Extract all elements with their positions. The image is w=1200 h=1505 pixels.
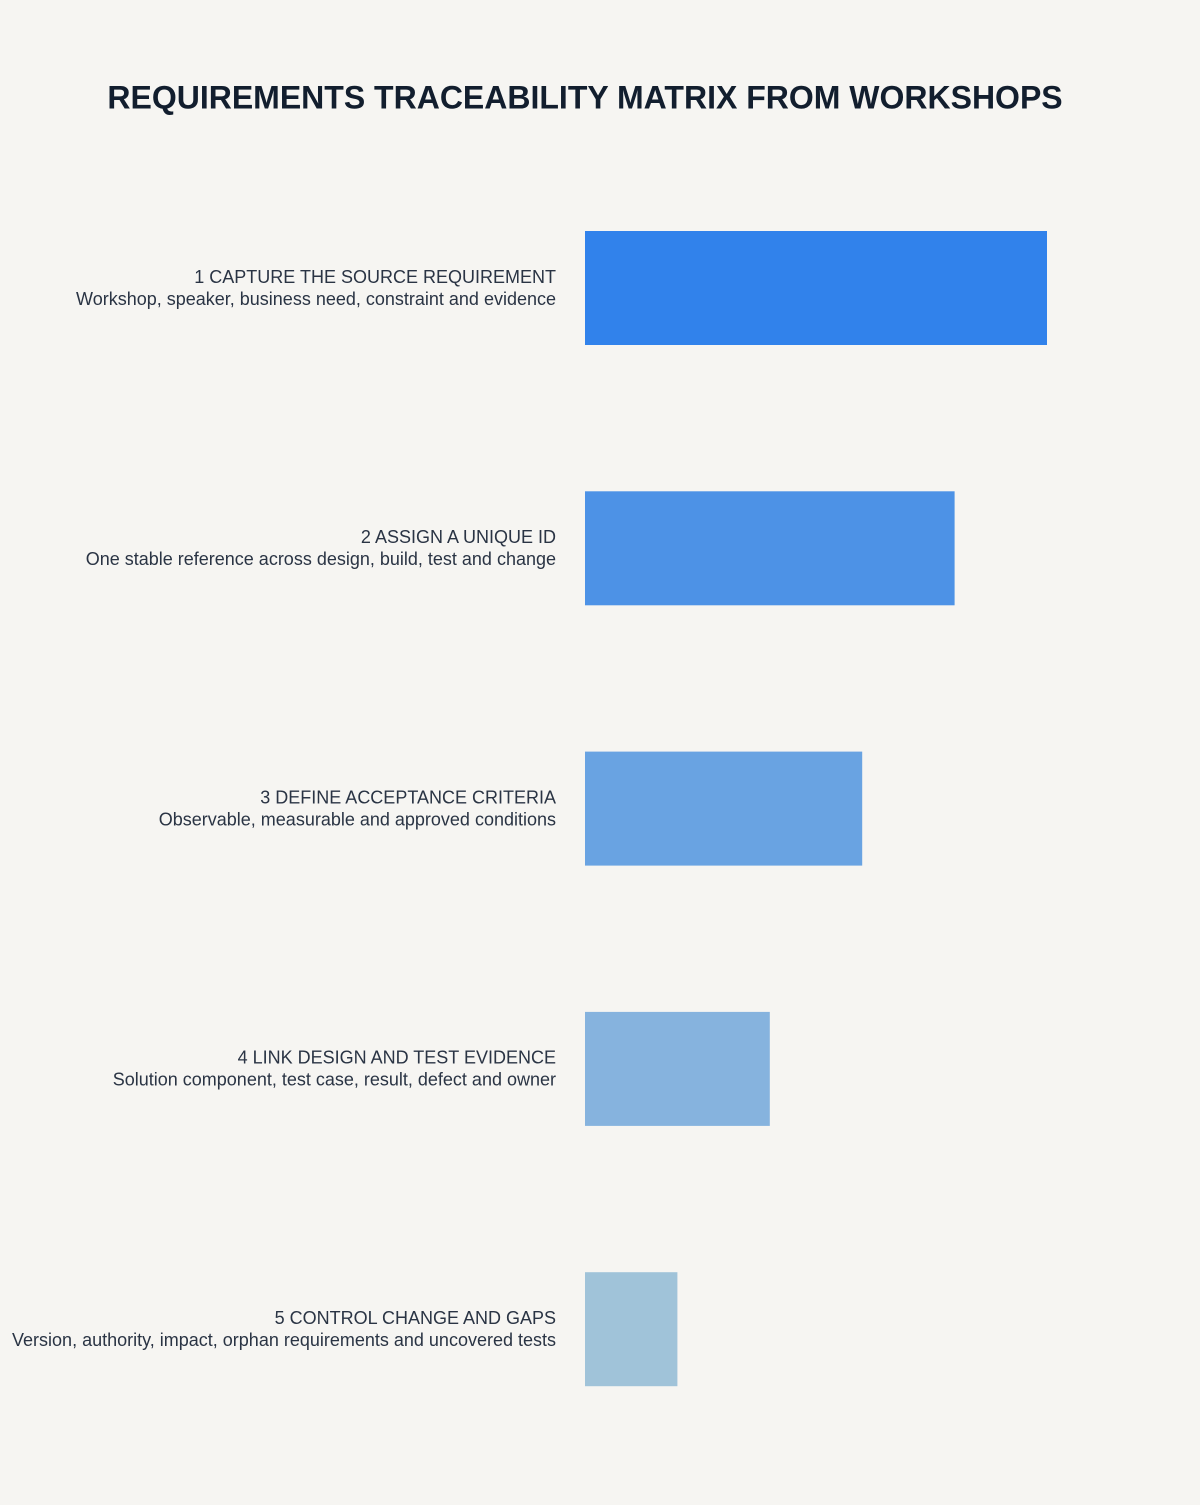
- bar: [585, 1011, 770, 1126]
- bar: [585, 751, 863, 866]
- category-label: 5 CONTROL CHANGE AND GAPS: [275, 1308, 556, 1328]
- chart-title: REQUIREMENTS TRACEABILITY MATRIX FROM WO…: [107, 79, 1062, 115]
- category-label: 4 LINK DESIGN AND TEST EVIDENCE: [238, 1048, 556, 1068]
- category-label: 2 ASSIGN A UNIQUE ID: [361, 527, 556, 547]
- category-description: Workshop, speaker, business need, constr…: [76, 289, 556, 309]
- category-description: Version, authority, impact, orphan requi…: [12, 1330, 556, 1350]
- category-description: One stable reference across design, buil…: [86, 549, 556, 569]
- category-label: 3 DEFINE ACCEPTANCE CRITERIA: [260, 787, 556, 807]
- bar: [585, 1272, 678, 1387]
- category-description: Solution component, test case, result, d…: [113, 1070, 556, 1090]
- bar: [585, 491, 955, 606]
- category-description: Observable, measurable and approved cond…: [159, 809, 556, 829]
- bar: [585, 231, 1047, 345]
- category-label: 1 CAPTURE THE SOURCE REQUIREMENT: [194, 267, 556, 287]
